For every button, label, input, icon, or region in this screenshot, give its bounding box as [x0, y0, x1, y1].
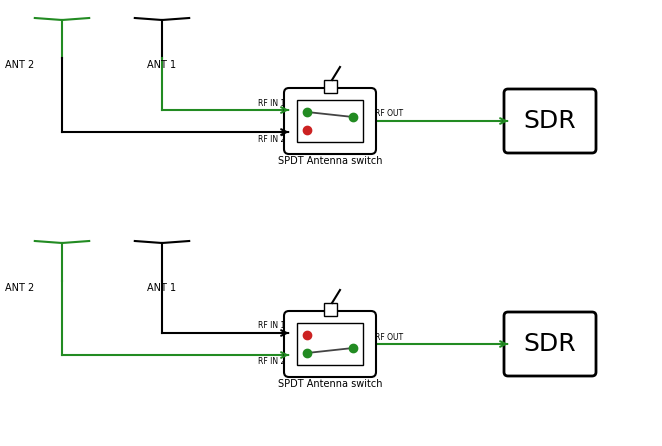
Text: RF IN 2: RF IN 2 — [258, 135, 285, 144]
Text: RF IN 1: RF IN 1 — [258, 99, 285, 107]
Text: SPDT Antenna switch: SPDT Antenna switch — [278, 379, 382, 389]
Bar — [324, 303, 336, 316]
Text: SDR: SDR — [524, 109, 577, 133]
Bar — [297, 100, 363, 142]
FancyBboxPatch shape — [504, 89, 596, 153]
Text: RF IN 1: RF IN 1 — [258, 322, 285, 330]
Text: SPDT Antenna switch: SPDT Antenna switch — [278, 156, 382, 166]
Text: RF IN 2: RF IN 2 — [258, 358, 285, 367]
Text: RF OUT: RF OUT — [375, 110, 403, 119]
Text: ANT 1: ANT 1 — [148, 283, 177, 293]
FancyBboxPatch shape — [284, 88, 376, 154]
Text: RF OUT: RF OUT — [375, 333, 403, 342]
Text: ANT 2: ANT 2 — [5, 283, 34, 293]
Bar — [297, 323, 363, 365]
Text: ANT 1: ANT 1 — [148, 60, 177, 70]
Text: SDR: SDR — [524, 332, 577, 356]
FancyBboxPatch shape — [504, 312, 596, 376]
Text: ANT 2: ANT 2 — [5, 60, 34, 70]
FancyBboxPatch shape — [284, 311, 376, 377]
Bar — [324, 80, 336, 93]
